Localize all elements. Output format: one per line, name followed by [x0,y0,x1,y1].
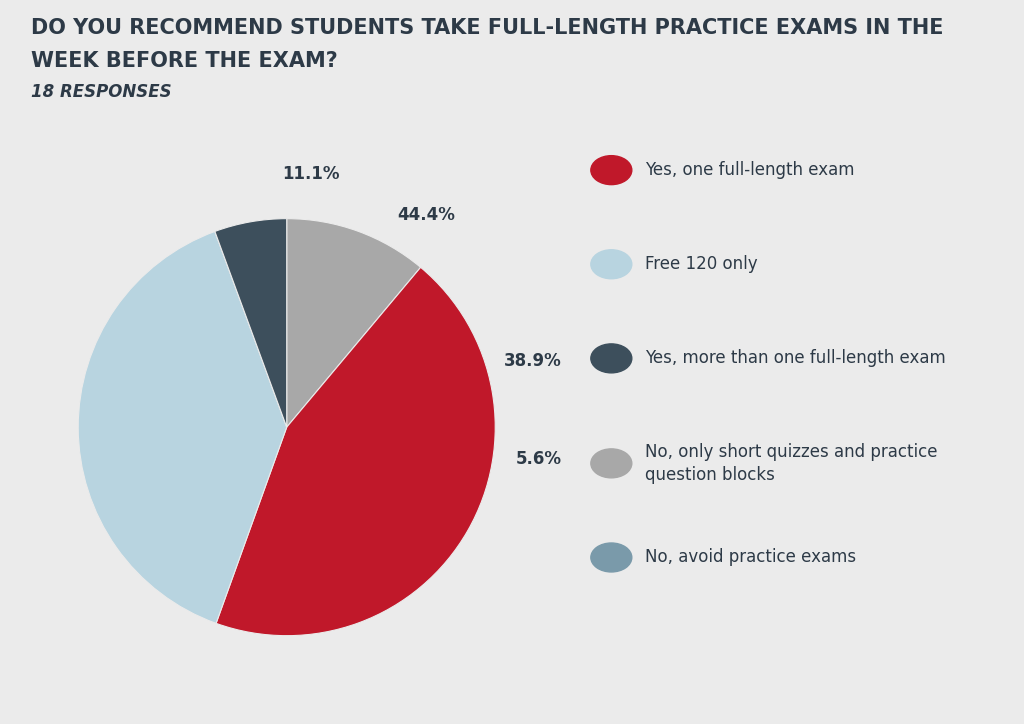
Text: WEEK BEFORE THE EXAM?: WEEK BEFORE THE EXAM? [31,51,338,71]
Wedge shape [215,219,287,427]
Text: 18 RESPONSES: 18 RESPONSES [31,83,171,101]
Text: 38.9%: 38.9% [504,352,561,370]
Text: No, avoid practice exams: No, avoid practice exams [645,549,856,566]
Text: Yes, one full-length exam: Yes, one full-length exam [645,161,855,179]
Text: Free 120 only: Free 120 only [645,256,758,273]
Text: 44.4%: 44.4% [397,206,456,224]
Text: DO YOU RECOMMEND STUDENTS TAKE FULL-LENGTH PRACTICE EXAMS IN THE: DO YOU RECOMMEND STUDENTS TAKE FULL-LENG… [31,18,943,38]
Text: Yes, more than one full-length exam: Yes, more than one full-length exam [645,350,946,367]
Wedge shape [216,267,496,636]
Wedge shape [78,232,287,623]
Text: 11.1%: 11.1% [283,165,340,183]
Text: No, only short quizzes and practice
question blocks: No, only short quizzes and practice ques… [645,442,938,484]
Wedge shape [287,219,421,427]
Text: 5.6%: 5.6% [516,450,562,468]
